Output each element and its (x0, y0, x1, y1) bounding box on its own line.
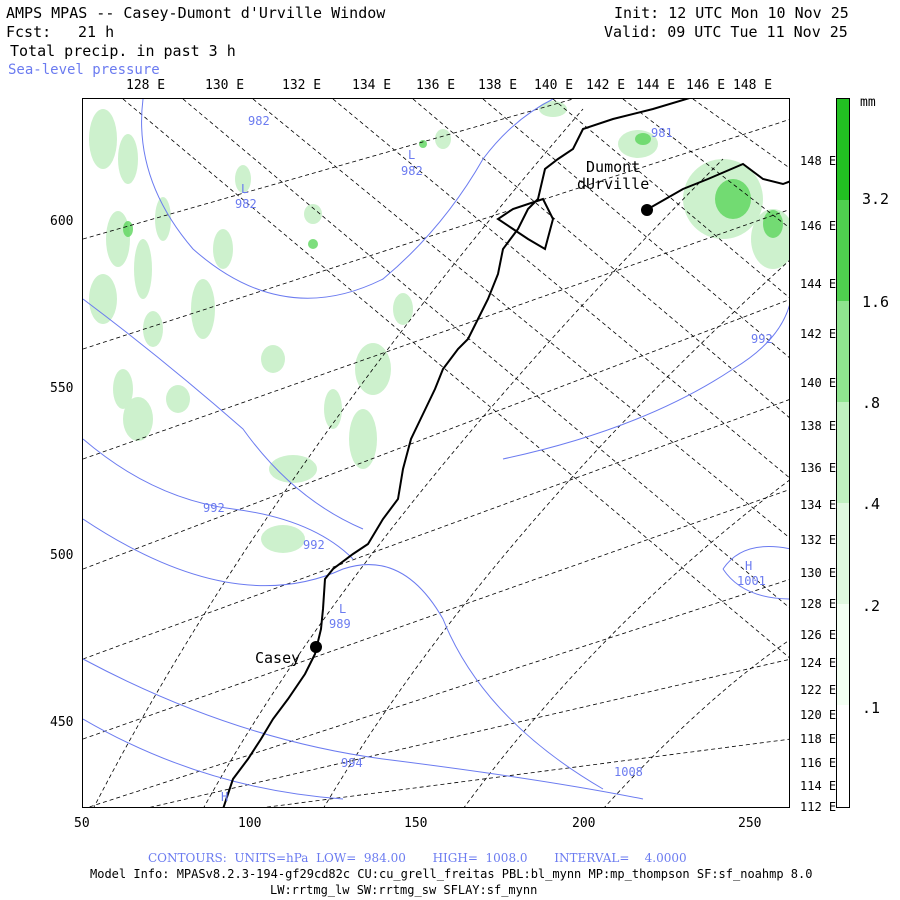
right-lon-label: 142 E (800, 327, 837, 341)
coastline (222, 99, 690, 807)
high-marker: H (221, 790, 229, 804)
model-info: Model Info: MPASv8.2.3-194-gf29cd82c CU:… (90, 867, 813, 881)
pressure-label: 982 (248, 114, 270, 128)
top-lon-label: 146 E (686, 78, 726, 93)
right-lon-label: 140 E (800, 376, 837, 390)
pressure-label: 992 (751, 332, 773, 346)
colorbar-segment (837, 604, 849, 705)
legend-level: 1.6 (862, 293, 890, 311)
legend-level: .2 (862, 597, 881, 615)
right-lon-label: 148 E (800, 154, 837, 168)
valid-time: Valid: 09 UTC Tue 11 Nov 25 (604, 23, 848, 41)
y-axis-label: 600 (50, 214, 74, 229)
top-lon-label: 140 E (534, 78, 574, 93)
legend-level: .1 (862, 699, 881, 717)
dumont-label: Dumont dUrville (577, 158, 650, 193)
x-axis-label: 150 (404, 816, 428, 831)
colorbar-segment (837, 402, 849, 503)
right-lon-label: 134 E (800, 498, 837, 512)
pressure-label: 994 (341, 756, 363, 770)
casey-station-marker (310, 641, 322, 653)
low-marker: L (241, 182, 249, 196)
top-lon-label: 138 E (478, 78, 518, 93)
colorbar-segment (837, 200, 849, 301)
top-lon-label: 136 E (416, 78, 456, 93)
legend-level: 3.2 (862, 190, 890, 208)
pressure-label: 989 (329, 617, 351, 631)
low-marker: L (339, 602, 347, 616)
pressure-label: 982 (401, 164, 423, 178)
right-lon-label: 114 E (800, 779, 837, 793)
right-lon-label: 126 E (800, 628, 837, 642)
low-marker: L (408, 148, 416, 162)
pressure-label: 982 (235, 197, 257, 211)
model-info-2: LW:rrtmg_lw SW:rrtmg_sw SFLAY:sf_mynn (270, 883, 538, 897)
right-lon-label: 116 E (800, 756, 837, 770)
high-marker: H (745, 559, 753, 573)
casey-label: Casey (255, 649, 301, 667)
right-lon-label: 112 E (800, 800, 837, 814)
right-lon-label: 144 E (800, 277, 837, 291)
graticule (83, 99, 789, 807)
precip-field (89, 101, 789, 553)
right-lon-label: 118 E (800, 732, 837, 746)
forecast-label: Fcst: (6, 23, 52, 41)
colorbar-segment (837, 301, 849, 402)
map-title: AMPS MPAS -- Casey-Dumont d'Urville Wind… (6, 4, 386, 22)
right-lon-label: 136 E (800, 461, 837, 475)
top-lon-label: 142 E (586, 78, 626, 93)
contour-info: CONTOURS: UNITS=hPa LOW= 984.00 HIGH= 10… (148, 851, 687, 865)
legend-unit: mm (860, 95, 876, 110)
top-lon-label: 130 E (205, 78, 245, 93)
legend-level: .4 (862, 495, 881, 513)
coastline-detail (496, 197, 555, 251)
colorbar-segment (837, 99, 849, 200)
pressure-label: 1008 (614, 765, 643, 779)
right-lon-label: 124 E (800, 656, 837, 670)
init-time: Init: 12 UTC Mon 10 Nov 25 (614, 4, 849, 22)
precip-colorbar (836, 98, 850, 808)
top-lon-label: 148 E (733, 78, 773, 93)
overlay-name: Sea-level pressure (8, 62, 160, 78)
map-panel: 982 982 982 981 992 992 992 989 994 1008… (82, 98, 790, 808)
x-axis-label: 50 (74, 816, 90, 831)
forecast-hour: 21 h (78, 23, 115, 41)
pressure-label: 992 (203, 501, 225, 515)
top-lon-label: 134 E (352, 78, 392, 93)
y-axis-label: 450 (50, 715, 74, 730)
right-lon-label: 122 E (800, 683, 837, 697)
x-axis-label: 100 (238, 816, 262, 831)
coastline-east (647, 162, 789, 210)
right-lon-label: 132 E (800, 533, 837, 547)
x-axis-label: 200 (572, 816, 596, 831)
pressure-label: 1001 (737, 574, 766, 588)
map-svg (83, 99, 789, 807)
right-lon-label: 128 E (800, 597, 837, 611)
top-lon-label: 144 E (636, 78, 676, 93)
field-name: Total precip. in past 3 h (10, 42, 236, 60)
pressure-label: 992 (303, 538, 325, 552)
pressure-label: 981 (651, 126, 673, 140)
pressure-contours (83, 99, 789, 800)
precip-heavy (123, 133, 783, 249)
right-lon-label: 146 E (800, 219, 837, 233)
legend-level: .8 (862, 394, 881, 412)
dumont-station-marker (641, 204, 653, 216)
top-lon-label: 132 E (282, 78, 322, 93)
right-lon-label: 130 E (800, 566, 837, 580)
colorbar-segment (837, 503, 849, 604)
y-axis-label: 500 (50, 548, 74, 563)
x-axis-label: 250 (738, 816, 762, 831)
right-lon-label: 138 E (800, 419, 837, 433)
top-lon-label: 128 E (126, 78, 166, 93)
right-lon-label: 120 E (800, 708, 837, 722)
y-axis-label: 550 (50, 381, 74, 396)
colorbar-segment (837, 705, 849, 807)
